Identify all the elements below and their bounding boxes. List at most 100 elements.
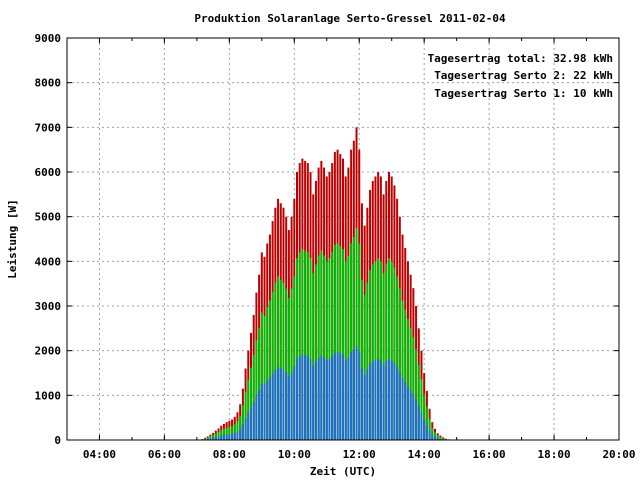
bar xyxy=(225,427,228,440)
bar xyxy=(344,360,347,440)
bar xyxy=(339,246,342,440)
bar xyxy=(358,243,361,440)
bar xyxy=(304,250,307,440)
legend-entry-serto-2: Tagesertrag Serto 2: 22 kWh xyxy=(434,69,613,82)
bar xyxy=(271,373,274,440)
bar xyxy=(279,279,282,440)
bar xyxy=(371,361,374,440)
y-tick-label: 0 xyxy=(54,434,61,447)
bar xyxy=(274,369,277,440)
y-tick-labels: 0 1000 2000 3000 4000 5000 6000 7000 8000 9000 xyxy=(35,32,62,447)
x-axis-label: Zeit (UTC) xyxy=(310,465,376,478)
bar xyxy=(314,361,317,440)
bar xyxy=(306,356,309,440)
bar xyxy=(285,288,288,440)
bar xyxy=(404,309,407,440)
bar xyxy=(233,432,236,440)
bar xyxy=(296,258,298,440)
bar xyxy=(282,282,285,440)
bar xyxy=(425,425,428,440)
x-tick-label: 08:00 xyxy=(213,448,246,461)
bar xyxy=(379,261,382,440)
bar xyxy=(271,291,274,440)
bar xyxy=(214,433,217,440)
bar xyxy=(293,366,296,440)
bar xyxy=(385,361,388,440)
bar xyxy=(409,389,412,440)
bar xyxy=(352,349,355,440)
bar xyxy=(309,258,312,440)
bar xyxy=(396,276,399,440)
bar xyxy=(252,355,255,440)
bar xyxy=(304,355,307,440)
bar xyxy=(325,360,328,440)
bar xyxy=(217,431,220,440)
bar xyxy=(236,431,239,440)
bar xyxy=(382,365,385,440)
bar xyxy=(228,427,231,440)
bar xyxy=(320,250,323,440)
bar xyxy=(266,306,269,440)
bar xyxy=(222,428,225,440)
bar xyxy=(301,249,304,440)
bar xyxy=(412,393,415,440)
x-tick-label: 10:00 xyxy=(278,448,311,461)
bar xyxy=(385,264,388,440)
bar xyxy=(355,345,358,440)
bar xyxy=(363,294,366,440)
bar xyxy=(417,406,420,440)
bar xyxy=(220,435,223,440)
bar xyxy=(282,369,285,440)
x-tick-label: 16:00 xyxy=(473,448,506,461)
y-tick-label: 6000 xyxy=(35,166,62,179)
bar xyxy=(263,315,266,440)
bar xyxy=(442,438,445,440)
bar xyxy=(244,418,247,440)
bar xyxy=(260,312,263,440)
y-tick-label: 3000 xyxy=(35,300,62,313)
bar xyxy=(423,419,426,440)
bar xyxy=(277,366,280,440)
bar xyxy=(431,434,434,440)
bar xyxy=(420,412,423,440)
bar xyxy=(347,357,350,440)
bar xyxy=(290,288,293,440)
bar xyxy=(312,273,315,440)
y-tick-label: 5000 xyxy=(35,211,62,224)
bar xyxy=(393,267,396,440)
bar xyxy=(406,385,409,440)
bar xyxy=(258,389,261,440)
bar xyxy=(225,434,228,440)
chart-title: Produktion Solaranlage Serto-Gressel 201… xyxy=(194,12,506,25)
bar xyxy=(358,352,361,440)
bar xyxy=(406,318,409,440)
bar xyxy=(214,437,217,440)
bar xyxy=(323,357,326,440)
y-tick-label: 9000 xyxy=(35,32,62,45)
x-tick-label: 20:00 xyxy=(602,448,635,461)
bar xyxy=(258,328,261,440)
bar xyxy=(239,415,242,440)
bar xyxy=(339,353,342,440)
bar xyxy=(377,358,380,440)
bar xyxy=(298,356,301,440)
plot-frame xyxy=(66,37,620,441)
bar xyxy=(425,406,428,440)
bar xyxy=(436,435,439,440)
bar xyxy=(250,367,252,440)
bar xyxy=(323,255,326,440)
bar xyxy=(247,412,250,440)
series-0 xyxy=(201,127,450,441)
bar xyxy=(209,438,212,440)
bar xyxy=(314,264,317,440)
bar xyxy=(390,261,393,440)
bar xyxy=(206,437,209,440)
bar xyxy=(233,424,236,440)
bar xyxy=(401,300,404,440)
bar xyxy=(363,375,366,440)
bars xyxy=(201,127,450,441)
bar xyxy=(206,438,209,440)
bar xyxy=(266,380,269,440)
bar xyxy=(333,244,336,440)
legend-entry-total: Tagesertrag total: 32.98 kWh xyxy=(428,52,613,65)
